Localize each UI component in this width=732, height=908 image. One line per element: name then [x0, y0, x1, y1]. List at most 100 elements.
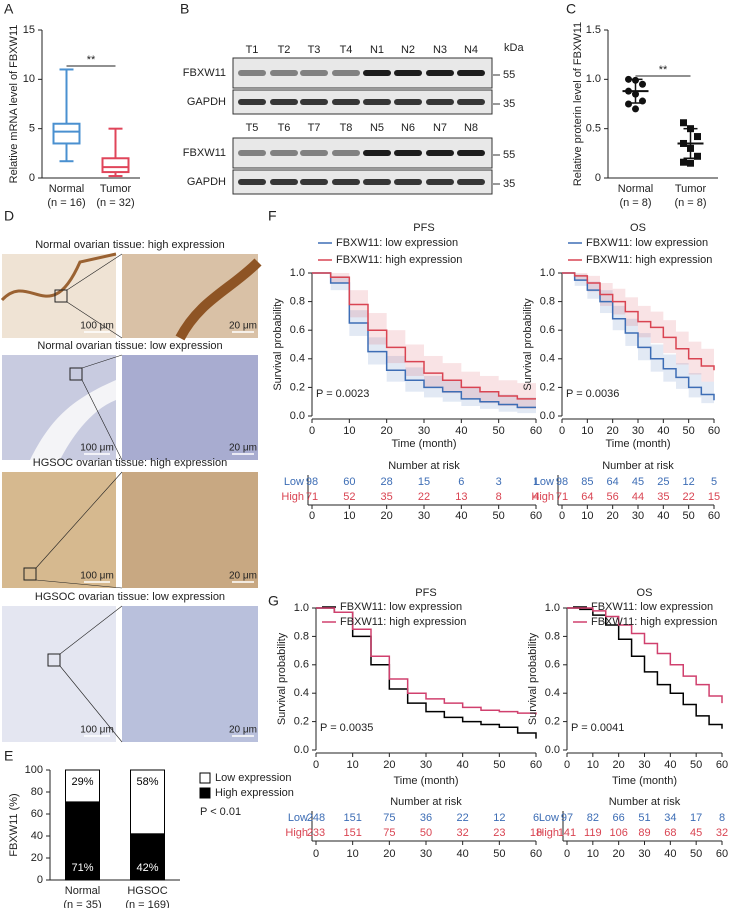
y-tick-label: 0.8 — [290, 296, 305, 308]
confidence-band — [701, 381, 714, 404]
blot-band — [332, 70, 360, 76]
risk-x-tick-label: 50 — [493, 510, 505, 522]
risk-x-tick-label: 30 — [418, 510, 430, 522]
risk-value: 44 — [632, 491, 644, 503]
risk-value: 15 — [418, 476, 430, 488]
lumen — [30, 380, 116, 460]
marker-label: 55 — [503, 69, 515, 81]
blot-band — [270, 150, 298, 156]
blot-band — [332, 150, 360, 156]
risk-value: 64 — [607, 476, 619, 488]
blot-band — [238, 179, 266, 185]
lane-label: T7 — [308, 122, 321, 134]
blot-band — [300, 99, 328, 105]
x-axis-label: Time (month) — [606, 438, 671, 450]
chart-title: OS — [637, 587, 653, 599]
risk-value: 56 — [607, 491, 619, 503]
band-label: FBXW11 — [183, 67, 226, 79]
legend-label: High expression — [215, 787, 294, 799]
risk-table-title: Number at risk — [388, 460, 460, 472]
blot-band — [394, 70, 422, 76]
scale-bar-label: 20 μm — [229, 725, 257, 736]
blot-band — [426, 99, 454, 105]
panel-label: B — [180, 1, 189, 17]
annotation: P = 0.0041 — [571, 722, 624, 734]
risk-x-tick-label: 10 — [347, 848, 359, 860]
ihc-image — [122, 472, 258, 588]
ihc-caption: HGSOC ovarian tissue: high expression — [33, 457, 227, 469]
y-tick-label: 0.6 — [294, 659, 309, 671]
bar-segment — [65, 769, 100, 803]
point — [639, 80, 646, 88]
risk-x-tick-label: 50 — [683, 510, 695, 522]
risk-x-tick-label: 40 — [455, 510, 467, 522]
blot-band — [300, 70, 328, 76]
risk-value: 82 — [587, 812, 599, 824]
ihc-image — [2, 606, 116, 742]
blot-band — [426, 179, 454, 185]
x-tick-label: 40 — [664, 759, 676, 771]
lane-label: N3 — [433, 44, 447, 56]
risk-x-tick-label: 10 — [343, 510, 355, 522]
risk-x-tick-label: 30 — [638, 848, 650, 860]
y-tick-label: 1.5 — [586, 24, 601, 36]
legend-label: FBXW11: low expression — [336, 237, 458, 249]
lane-label: N8 — [464, 122, 478, 134]
lane-label: N7 — [433, 122, 447, 134]
y-tick-label: 0.2 — [294, 716, 309, 728]
legend-label: FBXW11: low expression — [586, 237, 708, 249]
x-tick-label: Normal — [618, 183, 653, 195]
y-tick-label: 0.8 — [545, 630, 560, 642]
risk-value: 35 — [657, 491, 669, 503]
blot-band — [270, 70, 298, 76]
risk-x-tick-label: 0 — [564, 848, 570, 860]
risk-value: 32 — [457, 827, 469, 839]
survival-curve — [567, 607, 723, 704]
risk-row-label: High — [285, 827, 308, 839]
lane-label: T5 — [246, 122, 259, 134]
y-tick-label: 1.0 — [586, 73, 601, 85]
annotation: P = 0.0023 — [316, 388, 369, 400]
zoom-line — [35, 579, 123, 589]
blot-band — [457, 150, 485, 156]
y-tick-label: 0.2 — [540, 381, 555, 393]
risk-value: 23 — [493, 827, 505, 839]
blot-band — [457, 70, 485, 76]
y-tick-label: 0.6 — [290, 324, 305, 336]
risk-value: 89 — [638, 827, 650, 839]
lane-label: T2 — [278, 44, 291, 56]
blot-band — [270, 99, 298, 105]
bar-segment — [130, 769, 165, 835]
risk-x-tick-label: 30 — [420, 848, 432, 860]
risk-x-tick-label: 60 — [530, 510, 542, 522]
tissue-edge — [0, 252, 117, 302]
risk-value: 35 — [381, 491, 393, 503]
y-axis-label: Survival probability — [276, 632, 288, 725]
y-tick-label: 0 — [37, 874, 43, 886]
x-tick-label: 20 — [381, 425, 393, 437]
blot-band — [238, 150, 266, 156]
ihc-caption: HGSOC ovarian tissue: low expression — [35, 591, 225, 603]
risk-value: 22 — [457, 812, 469, 824]
y-tick-label: 1.0 — [294, 602, 309, 614]
risk-table-title: Number at risk — [602, 460, 674, 472]
x-tick-label: Tumor — [100, 183, 132, 195]
x-tick-label: 60 — [708, 425, 720, 437]
risk-value: 52 — [343, 491, 355, 503]
blot-band — [300, 150, 328, 156]
risk-table-title: Number at risk — [609, 796, 681, 808]
y-tick-label: 20 — [31, 852, 43, 864]
n-label: (n = 32) — [96, 197, 134, 209]
risk-value: 8 — [496, 491, 502, 503]
lane-label: T6 — [278, 122, 291, 134]
y-tick-label: 40 — [31, 830, 43, 842]
risk-value: 248 — [307, 812, 325, 824]
risk-value: 97 — [561, 812, 573, 824]
y-tick-label: 0.4 — [540, 353, 555, 365]
significance-label: ** — [87, 54, 96, 66]
lane-label: T8 — [340, 122, 353, 134]
y-tick-label: 15 — [23, 24, 35, 36]
risk-value: 66 — [613, 812, 625, 824]
y-tick-label: 0.4 — [294, 687, 309, 699]
